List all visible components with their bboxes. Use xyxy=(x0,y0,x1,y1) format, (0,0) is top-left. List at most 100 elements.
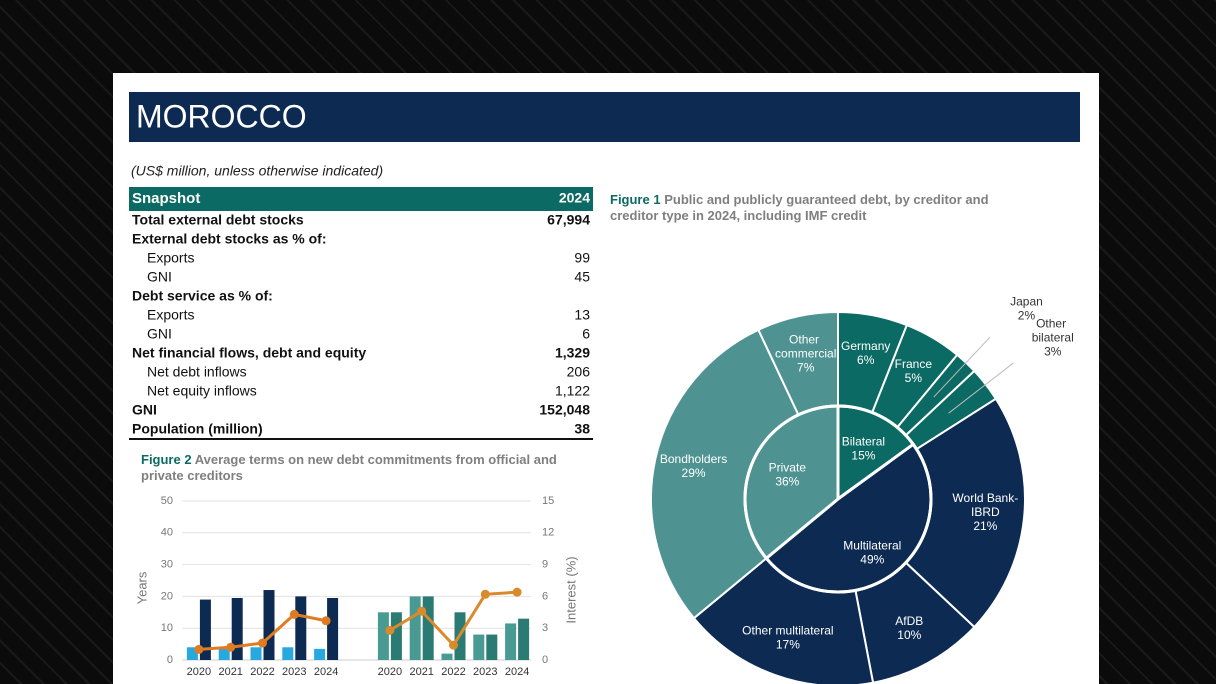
bar xyxy=(409,596,421,660)
row-value: 152,048 xyxy=(539,402,590,418)
y2-tick-label: 3 xyxy=(542,622,548,634)
x-tick-label: 2023 xyxy=(282,666,306,678)
bar xyxy=(505,623,517,660)
row-label: Net equity inflows xyxy=(147,383,257,399)
table-header xyxy=(129,187,593,211)
interest-point xyxy=(194,644,204,654)
bar xyxy=(250,647,262,660)
country-title: MOROCCO xyxy=(136,98,307,134)
slice-value: 15% xyxy=(851,448,875,462)
y-axis-title: Years xyxy=(134,571,149,604)
row-label: Debt service as % of: xyxy=(132,288,273,304)
slice-label: Germany xyxy=(841,339,890,353)
figure-title: Average terms on new debt commitments fr… xyxy=(141,452,557,483)
y-tick-label: 50 xyxy=(161,495,173,507)
slice-value: 2% xyxy=(1018,309,1036,323)
y2-tick-label: 6 xyxy=(542,590,548,602)
slice-label: Bondholders xyxy=(660,452,727,466)
bar xyxy=(486,634,498,660)
interest-point xyxy=(449,640,458,650)
bar xyxy=(518,618,530,660)
interest-point xyxy=(321,616,331,626)
slice-label: AfDB xyxy=(895,614,923,628)
y-tick-label: 20 xyxy=(161,590,173,602)
row-label: Total external debt stocks xyxy=(132,212,304,228)
slice-label: France xyxy=(895,357,933,371)
bar xyxy=(231,597,243,660)
y-tick-label: 30 xyxy=(161,559,173,571)
title-bar xyxy=(129,92,1080,142)
interest-point xyxy=(385,625,395,635)
figure1-caption: Figure 1 Public and publicly guaranteed … xyxy=(610,192,1040,224)
y-tick-label: 40 xyxy=(161,527,173,539)
slice-label: World Bank-IBRD xyxy=(952,491,1018,519)
bar xyxy=(186,647,198,660)
row-label: External debt stocks as % of: xyxy=(132,231,327,247)
slice-value: 6% xyxy=(857,353,875,367)
row-value: 45 xyxy=(574,269,590,285)
y2-tick-label: 12 xyxy=(542,527,554,539)
unit-note: (US$ million, unless otherwise indicated… xyxy=(131,163,383,179)
interest-point xyxy=(289,609,299,619)
bar xyxy=(422,596,434,660)
slice-label: Multilateral xyxy=(843,538,901,552)
slice-label: Private xyxy=(769,460,807,474)
slice-value: 49% xyxy=(860,552,884,566)
y-tick-label: 0 xyxy=(167,654,173,666)
slice-value: 10% xyxy=(897,628,921,642)
row-value: 206 xyxy=(567,364,591,380)
interest-point xyxy=(226,642,236,652)
x-tick-label: 2022 xyxy=(441,666,465,678)
row-label: GNI xyxy=(147,269,172,285)
bar xyxy=(218,648,230,660)
x-tick-label: 2021 xyxy=(409,666,433,678)
slice-value: 5% xyxy=(905,371,923,385)
bar xyxy=(390,612,402,660)
slice-label: Other multilateral xyxy=(742,623,833,637)
bar xyxy=(377,612,389,660)
x-tick-label: 2021 xyxy=(218,666,242,678)
bar xyxy=(473,634,485,660)
row-label: GNI xyxy=(132,402,157,418)
slice-label: Other commercial xyxy=(775,333,836,361)
ring-border xyxy=(743,404,933,594)
slice-label: Other bilateral xyxy=(1032,317,1074,345)
row-value: 67,994 xyxy=(547,212,590,228)
slice-label: Bilateral xyxy=(842,434,885,448)
figure-label: Figure 1 xyxy=(610,192,661,207)
leader-line xyxy=(948,362,1014,414)
row-value: 13 xyxy=(574,307,590,323)
row-label: Net debt inflows xyxy=(147,364,247,380)
interest-point xyxy=(258,638,267,648)
x-tick-label: 2024 xyxy=(505,666,529,678)
row-value: 1,122 xyxy=(555,383,590,399)
row-label: GNI xyxy=(147,326,172,342)
slice-value: 7% xyxy=(797,361,815,375)
slice-value: 21% xyxy=(973,519,997,533)
x-tick-label: 2020 xyxy=(378,666,402,678)
bar xyxy=(295,596,307,660)
y2-tick-label: 9 xyxy=(542,559,548,571)
bar xyxy=(327,597,339,660)
bar xyxy=(263,590,275,660)
table-header-year: 2024 xyxy=(559,190,590,206)
y2-axis-title: Interest (%) xyxy=(563,556,578,623)
interest-point xyxy=(512,587,522,597)
figure-label: Figure 2 xyxy=(141,452,192,467)
bar xyxy=(314,648,326,660)
row-value: 6 xyxy=(582,326,590,342)
slice-value: 3% xyxy=(1044,345,1062,359)
y-tick-label: 10 xyxy=(161,622,173,634)
x-tick-label: 2022 xyxy=(250,666,274,678)
row-label: Population (million) xyxy=(132,421,263,437)
figure2-caption: Figure 2 Average terms on new debt commi… xyxy=(141,452,581,484)
row-label: Exports xyxy=(147,250,194,266)
slice-value: 17% xyxy=(776,637,800,651)
row-label: Exports xyxy=(147,307,194,323)
interest-point xyxy=(480,589,490,599)
x-tick-label: 2020 xyxy=(187,666,211,678)
table-header-label: Snapshot xyxy=(132,190,200,207)
y2-tick-label: 0 xyxy=(542,654,548,666)
